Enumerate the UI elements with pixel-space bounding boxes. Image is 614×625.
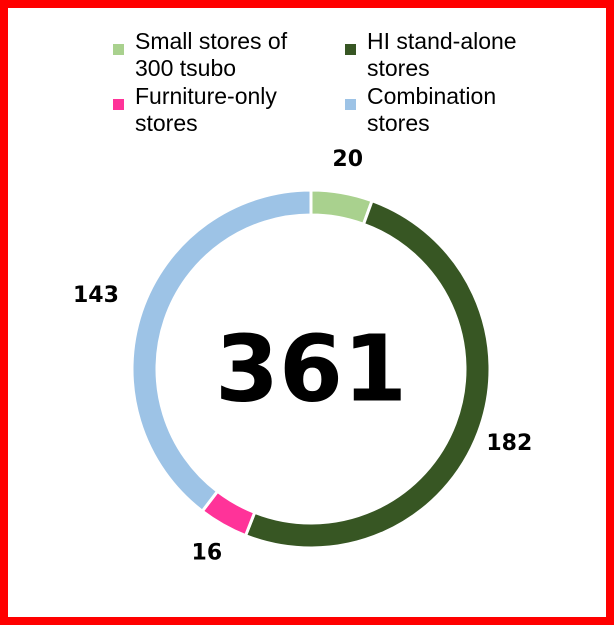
legend-marker xyxy=(113,44,124,55)
donut-segment xyxy=(130,188,313,514)
legend-label: Furniture-only stores xyxy=(135,83,277,136)
legend-label: Small stores of 300 tsubo xyxy=(135,28,288,81)
data-label: 16 xyxy=(192,541,223,566)
legend-label: Combination stores xyxy=(367,83,497,136)
legend-marker xyxy=(345,44,356,55)
legend-marker xyxy=(345,99,356,110)
center-label: 361 xyxy=(215,315,407,422)
data-label: 182 xyxy=(486,431,532,456)
data-label: 20 xyxy=(332,147,363,172)
legend-label: HI stand-alone stores xyxy=(367,28,517,81)
donut-segment xyxy=(309,188,374,227)
data-label: 143 xyxy=(73,283,119,308)
legend-marker xyxy=(113,99,124,110)
